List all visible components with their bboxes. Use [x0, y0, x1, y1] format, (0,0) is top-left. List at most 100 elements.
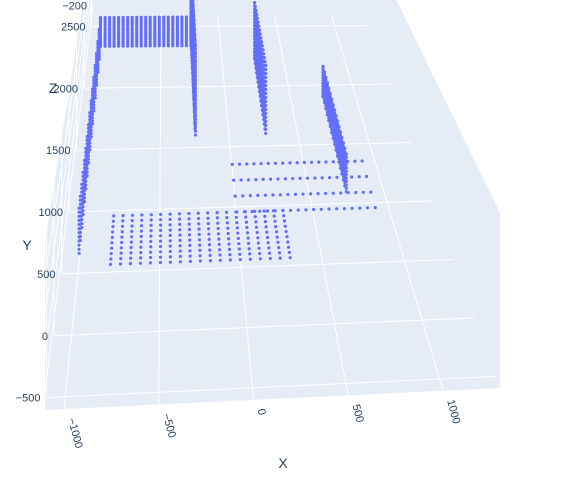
data-point[interactable] — [162, 44, 166, 48]
data-point[interactable] — [148, 31, 152, 35]
data-point[interactable] — [168, 223, 172, 227]
data-point[interactable] — [191, 4, 195, 8]
data-point[interactable] — [320, 176, 324, 180]
data-point[interactable] — [121, 44, 125, 48]
data-point[interactable] — [139, 33, 143, 37]
data-point[interactable] — [121, 42, 125, 46]
data-point[interactable] — [111, 230, 115, 234]
data-point[interactable] — [237, 247, 241, 251]
data-point[interactable] — [208, 253, 212, 257]
data-point[interactable] — [193, 110, 197, 114]
data-point[interactable] — [168, 233, 172, 237]
data-point[interactable] — [187, 211, 191, 216]
data-point[interactable] — [84, 147, 88, 151]
data-point[interactable] — [264, 64, 268, 68]
data-point[interactable] — [77, 218, 81, 222]
data-point[interactable] — [117, 35, 121, 39]
data-point[interactable] — [184, 44, 188, 48]
data-point[interactable] — [112, 27, 116, 31]
data-point[interactable] — [166, 22, 170, 26]
data-point[interactable] — [130, 22, 134, 26]
data-point[interactable] — [184, 41, 188, 46]
data-point[interactable] — [112, 40, 116, 44]
data-point[interactable] — [175, 24, 179, 28]
data-point[interactable] — [257, 246, 261, 250]
data-point[interactable] — [244, 220, 248, 224]
data-point[interactable] — [338, 160, 343, 164]
data-point[interactable] — [129, 251, 133, 255]
data-point[interactable] — [130, 219, 134, 223]
data-point[interactable] — [264, 115, 268, 119]
data-point[interactable] — [80, 182, 84, 186]
data-point[interactable] — [327, 89, 331, 93]
data-point[interactable] — [175, 19, 179, 24]
data-point[interactable] — [198, 254, 202, 258]
data-point[interactable] — [135, 42, 139, 46]
data-point[interactable] — [96, 48, 100, 52]
data-point[interactable] — [153, 39, 157, 44]
data-point[interactable] — [313, 176, 317, 180]
data-point[interactable] — [197, 227, 201, 231]
data-point[interactable] — [126, 37, 130, 42]
data-point[interactable] — [273, 219, 277, 223]
data-point[interactable] — [264, 119, 268, 123]
data-point[interactable] — [175, 35, 179, 39]
data-point[interactable] — [264, 91, 268, 96]
data-point[interactable] — [344, 183, 348, 187]
data-point[interactable] — [139, 42, 143, 46]
data-point[interactable] — [130, 18, 134, 22]
data-point[interactable] — [175, 28, 179, 32]
data-point[interactable] — [103, 33, 107, 37]
data-point[interactable] — [333, 111, 337, 115]
data-point[interactable] — [103, 22, 107, 26]
data-point[interactable] — [215, 211, 219, 215]
data-point[interactable] — [121, 35, 125, 39]
data-point[interactable] — [135, 35, 139, 39]
data-point[interactable] — [159, 228, 163, 232]
data-point[interactable] — [358, 206, 362, 210]
data-point[interactable] — [193, 121, 197, 125]
data-point[interactable] — [193, 113, 197, 118]
data-point[interactable] — [171, 24, 175, 28]
data-point[interactable] — [171, 30, 175, 35]
data-point[interactable] — [121, 22, 125, 26]
data-point[interactable] — [178, 233, 182, 237]
data-point[interactable] — [126, 26, 130, 31]
data-point[interactable] — [327, 207, 331, 211]
data-point[interactable] — [264, 95, 268, 100]
data-point[interactable] — [81, 170, 85, 174]
data-point[interactable] — [262, 209, 266, 213]
data-point[interactable] — [166, 39, 170, 44]
data-point[interactable] — [153, 26, 157, 30]
data-point[interactable] — [193, 90, 197, 94]
data-point[interactable] — [112, 24, 116, 28]
data-point[interactable] — [193, 106, 197, 110]
data-point[interactable] — [117, 24, 121, 28]
data-point[interactable] — [293, 192, 298, 196]
data-point[interactable] — [77, 243, 81, 247]
data-point[interactable] — [77, 231, 81, 235]
data-point[interactable] — [130, 213, 135, 217]
data-point[interactable] — [92, 84, 96, 88]
data-point[interactable] — [264, 103, 268, 108]
data-point[interactable] — [253, 215, 257, 219]
data-point[interactable] — [254, 220, 258, 224]
data-point[interactable] — [184, 15, 188, 19]
data-point[interactable] — [197, 222, 201, 226]
data-point[interactable] — [144, 17, 148, 22]
data-point[interactable] — [157, 33, 161, 37]
data-point[interactable] — [130, 40, 134, 44]
data-point[interactable] — [139, 245, 143, 249]
data-point[interactable] — [103, 38, 107, 42]
data-point[interactable] — [227, 242, 231, 246]
data-point[interactable] — [162, 20, 166, 24]
data-point[interactable] — [148, 44, 152, 48]
data-point[interactable] — [130, 33, 134, 37]
data-point[interactable] — [162, 17, 166, 21]
data-point[interactable] — [77, 223, 81, 227]
data-point[interactable] — [108, 22, 112, 26]
data-point[interactable] — [208, 248, 212, 252]
data-point[interactable] — [328, 92, 332, 96]
data-point[interactable] — [258, 209, 262, 213]
